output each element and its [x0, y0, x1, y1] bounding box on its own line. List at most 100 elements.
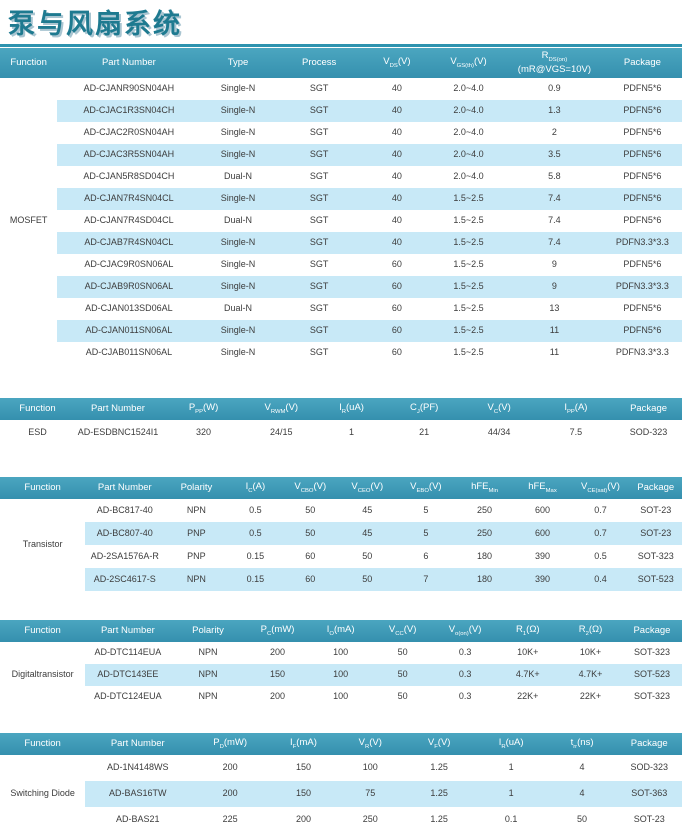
value-cell: 2.0~4.0 [430, 144, 506, 167]
column-header: VDS(V) [362, 48, 431, 79]
value-cell: 60 [362, 298, 431, 321]
function-cell: Transistor [0, 499, 86, 592]
value-cell: SGT [275, 276, 363, 299]
value-cell: 40 [362, 232, 431, 255]
column-header: VCC(V) [371, 620, 434, 643]
column-header: hFEMax [513, 477, 572, 500]
value-cell: 9 [506, 254, 603, 277]
value-cell: 390 [513, 568, 572, 592]
value-cell: 45 [338, 522, 397, 546]
column-header: Function [0, 477, 86, 500]
value-cell: 0.7 [571, 522, 630, 546]
part-number-cell: AD-DTC114EUA [85, 642, 171, 665]
part-number-cell: AD-CJAN5R8SD04CH [57, 166, 201, 189]
value-cell: 2.0~4.0 [430, 166, 506, 189]
value-cell: SGT [275, 232, 363, 255]
part-number-cell: AD-DTC143EE [85, 664, 171, 687]
value-cell: 50 [371, 664, 434, 687]
value-cell: 0.9 [506, 78, 603, 101]
value-cell: PDFN5*6 [602, 78, 682, 101]
value-cell: PDFN5*6 [602, 210, 682, 233]
column-header: Part Number [75, 398, 161, 421]
value-cell: 1.25 [403, 781, 475, 808]
part-number-cell: AD-DTC124EUA [85, 686, 171, 709]
column-header: VF(V) [403, 733, 475, 756]
table-row: AD-2SC4617-S NPN 0.15 60 50 7 180 390 0.4 SOT-523 [0, 568, 682, 592]
value-cell: 50 [371, 642, 434, 665]
column-header: VGS(th)(V) [430, 48, 506, 79]
value-cell: 320 [160, 420, 247, 446]
value-cell: PDFN3.3*3.3 [602, 276, 682, 299]
value-cell: 50 [338, 568, 397, 592]
value-cell: 2.0~4.0 [430, 122, 506, 145]
column-header: RDS(on) (mR@VGS=10V) [506, 48, 603, 79]
value-cell: 10K+ [559, 642, 622, 665]
value-cell: 22K+ [559, 686, 622, 709]
part-number-cell: AD-CJAC3R5SN04AH [57, 144, 201, 167]
part-number-cell: AD-BC817-40 [85, 499, 165, 523]
part-number-cell: AD-CJAC9R0SN06AL [57, 254, 201, 277]
table-row: AD-CJAB9R0SN06AL Single-N SGT 60 1.5~2.5 9 PDF… [0, 276, 682, 299]
function-cell: Digitaltransistor [0, 642, 86, 709]
value-cell: SGT [275, 210, 363, 233]
value-cell: 1.5~2.5 [430, 342, 506, 365]
value-cell: SOT-23 [629, 499, 682, 523]
part-number-cell: AD-CJANR90SN04AH [57, 78, 201, 101]
value-cell: 200 [190, 755, 271, 782]
value-cell: 11 [506, 342, 603, 365]
value-cell: PDFN5*6 [602, 100, 682, 123]
value-cell: SOT-323 [629, 545, 682, 569]
value-cell: SGT [275, 342, 363, 365]
part-number-cell: AD-CJAB9R0SN06AL [57, 276, 201, 299]
value-cell: 40 [362, 166, 431, 189]
value-cell: 150 [245, 664, 310, 687]
table-row: AD-CJAN013SD06AL Dual-N SGT 60 1.5~2.5 13 PDFN… [0, 298, 682, 321]
value-cell: PDFN5*6 [602, 166, 682, 189]
value-cell: PDFN5*6 [602, 188, 682, 211]
function-cell: Switching Diode [0, 755, 86, 834]
value-cell: 0.3 [433, 686, 497, 709]
table-row: AD-CJAN5R8SD04CH Dual-N SGT 40 2.0~4.0 5.8 PDF… [0, 166, 682, 189]
value-cell: SOT-363 [616, 781, 682, 808]
value-cell: PDFN3.3*3.3 [602, 342, 682, 365]
table-row: AD-CJAN011SN06AL Single-N SGT 60 1.5~2.5 11 PD… [0, 320, 682, 343]
table-row: AD-CJAC9R0SN06AL Single-N SGT 60 1.5~2.5 9 PDF… [0, 254, 682, 277]
table-row: Transistor AD-BC817-40 NPN 0.5 50 45 5 250 600 0.… [0, 499, 682, 592]
column-header: PC(mW) [245, 620, 310, 643]
value-cell: SGT [275, 78, 363, 101]
value-cell: 7.4 [506, 188, 603, 211]
column-header: IR(uA) [474, 733, 548, 756]
value-cell: Single-N [200, 188, 276, 211]
column-header: Package [621, 620, 682, 643]
value-cell: Dual-N [200, 210, 276, 233]
value-cell: Single-N [200, 232, 276, 255]
value-cell: 5 [396, 522, 456, 546]
value-cell: 180 [455, 545, 514, 569]
value-cell: 21 [386, 420, 462, 446]
value-cell: 150 [270, 781, 337, 808]
value-cell: 50 [282, 499, 339, 523]
table-row: MOSFET AD-CJANR90SN04AH Single-N SGT 40 2.0~4… [0, 78, 682, 365]
value-cell: SOD-323 [615, 420, 682, 446]
value-cell: 2 [506, 122, 603, 145]
value-cell: PDFN5*6 [602, 254, 682, 277]
value-cell: 45 [338, 499, 397, 523]
column-header: IR(uA) [316, 398, 387, 421]
part-number-cell: AD-2SA1576A-R [85, 545, 165, 569]
column-header: IC(A) [228, 477, 283, 500]
value-cell: PDFN5*6 [602, 320, 682, 343]
value-cell: SOT-23 [616, 807, 682, 834]
value-cell: Dual-N [200, 166, 276, 189]
value-cell: 5.8 [506, 166, 603, 189]
table-row: AD-BAS21 225 200 250 1.25 0.1 50 SOT-23 [0, 807, 682, 834]
column-header: Process [275, 48, 363, 79]
part-number-cell: AD-2SC4617-S [85, 568, 165, 592]
value-cell: 1.25 [403, 807, 475, 834]
value-cell: 1 [474, 755, 548, 782]
value-cell: SOD-323 [616, 755, 682, 782]
value-cell: SOT-323 [621, 686, 682, 709]
column-header: Polarity [170, 620, 246, 643]
column-header: Part Number [85, 733, 191, 756]
value-cell: Single-N [200, 320, 276, 343]
